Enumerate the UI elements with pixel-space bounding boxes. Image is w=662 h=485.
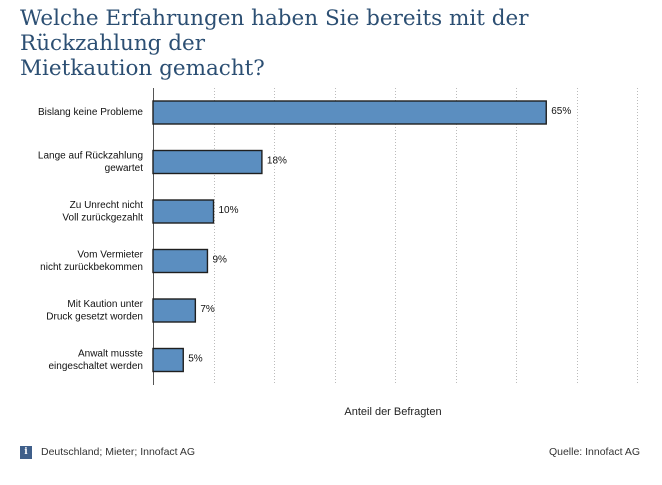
category-label: Vom Vermieter [77,249,143,260]
category-label: gewartet [105,163,144,174]
bar [152,199,215,224]
footer-note: i Deutschland; Mieter; Innofact AG [20,444,195,460]
info-icon[interactable]: i [20,445,32,459]
data-label: 9% [212,255,227,266]
title-line-1: Welche Erfahrungen haben Sie bereits mit… [20,6,529,56]
category-label: Voll zurückgezahlt [62,212,143,223]
bar [152,347,184,373]
category-label: nicht zurückbekommen [40,262,143,273]
data-label: 18% [267,156,287,167]
chart-title: Welche Erfahrungen haben Sie bereits mit… [20,6,650,81]
category-label: Bislang keine Probleme [38,107,143,118]
category-label: Anwalt musste [78,348,143,359]
footer-source: Quelle: Innofact AG [548,446,640,458]
data-label: 10% [219,205,239,216]
category-label: Druck gesetzt worden [46,311,143,322]
data-label: 7% [200,304,215,315]
category-label: Zu Unrecht nicht [70,200,144,211]
footer-note-text: Deutschland; Mieter; Innofact AG [41,446,196,458]
bar [152,248,209,274]
category-label: Lange auf Rückzahlung [38,150,143,161]
title-line-2: Mietkaution gemacht? [20,56,265,81]
category-label: Mit Kaution unter [67,299,143,310]
data-label: 65% [551,106,571,117]
bar [152,298,197,323]
data-label: 5% [188,354,203,365]
category-label: eingeschaltet werden [48,361,143,372]
bar [152,149,263,175]
x-axis-label: Anteil der Befragten [344,406,441,418]
bar [152,100,547,125]
